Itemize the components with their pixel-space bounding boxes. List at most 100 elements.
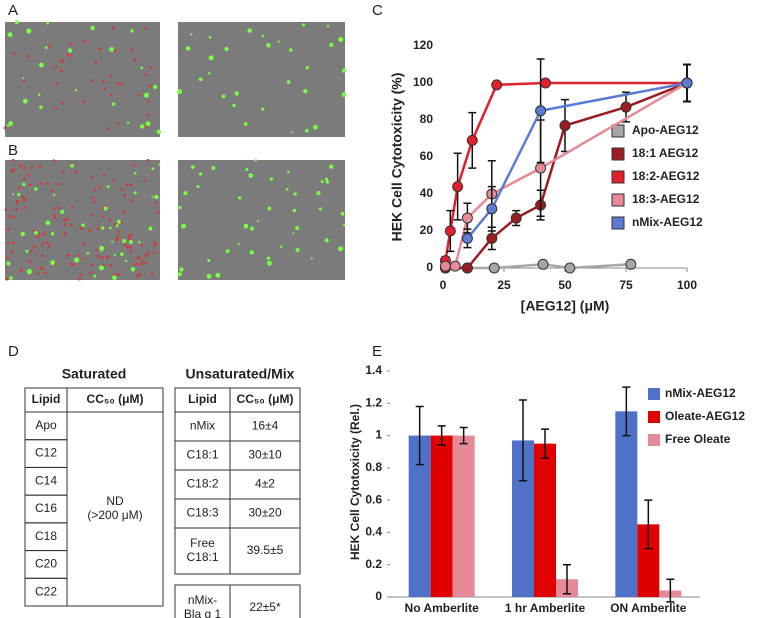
cell-dot: [129, 249, 133, 253]
y-tick-label: 1: [375, 428, 382, 442]
cell-dot: [221, 94, 226, 99]
cell-text: Free: [190, 536, 215, 550]
cell-dot: [138, 240, 141, 244]
cell-dot: [156, 211, 160, 214]
cell-dot: [136, 274, 139, 277]
cell-text: (>200 μM): [87, 508, 142, 522]
cell-dot: [66, 253, 70, 257]
cell-dot: [343, 223, 346, 227]
y-tick-label: 20: [420, 223, 434, 237]
cell-dot: [152, 244, 156, 247]
cell-dot: [111, 102, 116, 106]
cell-dot: [44, 46, 48, 49]
cell-dot: [40, 254, 44, 258]
cell-text: Lipid: [32, 392, 61, 406]
cell-dot: [22, 77, 25, 80]
legend-label: Free Oleate: [665, 432, 731, 446]
cell-dot: [181, 223, 187, 229]
y-tick-label: 40: [420, 186, 434, 200]
y-tick-label: 0.4: [365, 525, 382, 539]
cell-dot: [109, 263, 113, 267]
cell-text: 30±10: [248, 448, 282, 462]
cell-dot: [146, 251, 150, 255]
legend-label: 18:3-AEG12: [632, 192, 700, 206]
cell-dot: [144, 92, 149, 98]
cell-dot: [22, 182, 26, 187]
cell-dot: [22, 98, 28, 104]
cell-text: CC₅₀ (μM): [237, 392, 294, 406]
y-tick-label: 120: [413, 38, 433, 52]
cell-dot: [249, 250, 254, 255]
cell-dot: [93, 274, 97, 278]
cell-dot: [8, 121, 14, 126]
cell-dot: [69, 262, 73, 266]
panel-label: A: [8, 2, 18, 19]
cell-dot: [178, 205, 182, 210]
cell-dot: [36, 272, 40, 275]
data-point: [486, 232, 498, 244]
cell-dot: [45, 220, 51, 226]
micrographs: [3, 20, 347, 281]
legend-swatch: [611, 170, 625, 184]
cell-dot: [90, 79, 94, 82]
y-axis-label: HEK Cell Cytotoxicity (%): [389, 73, 405, 242]
cell-text: nMix: [190, 419, 215, 433]
cell-dot: [138, 273, 142, 277]
cell-dot: [53, 206, 56, 210]
cell-dot: [27, 173, 31, 177]
legend-swatch: [611, 216, 625, 230]
cell-dot: [10, 250, 14, 254]
cell-dot: [89, 271, 92, 274]
data-point: [461, 262, 473, 274]
cell-dot: [149, 66, 152, 69]
error-bar: [622, 386, 631, 437]
cell-dot: [5, 277, 9, 281]
cell-dot: [15, 208, 18, 211]
cell-dot: [12, 52, 16, 55]
cell-dot: [60, 69, 63, 73]
cell-text: 4±2: [255, 477, 275, 491]
cell-dot: [91, 196, 95, 200]
cell-dot: [150, 273, 154, 276]
data-point: [449, 260, 461, 272]
cell-dot: [338, 246, 344, 252]
cell-dot: [98, 185, 102, 189]
legend-label: 18:1 AEG12: [632, 146, 699, 160]
cell-dot: [177, 89, 183, 95]
cell-dot: [39, 62, 44, 68]
cell-dot: [12, 167, 16, 171]
cell-dot: [88, 229, 92, 232]
cell-dot: [83, 39, 87, 43]
cell-dot: [144, 27, 148, 30]
cell-dot: [196, 185, 200, 189]
cell-dot: [28, 260, 32, 263]
micrograph: [178, 160, 345, 280]
cell-dot: [22, 79, 26, 83]
cell-text: 22±5*: [249, 600, 281, 614]
cell-dot: [9, 276, 13, 280]
cell-dot: [96, 227, 100, 231]
cell-dot: [287, 170, 290, 174]
cell-dot: [48, 44, 52, 48]
cell-dot: [115, 224, 119, 227]
legend-label: Apo-AEG12: [632, 123, 699, 137]
cell-dot: [305, 65, 309, 70]
cell-dot: [30, 249, 34, 252]
cell-dot: [102, 80, 105, 83]
data-point: [559, 120, 571, 132]
cell-dot: [28, 183, 32, 187]
cell-dot: [208, 55, 214, 61]
cell-dot: [17, 186, 21, 190]
cell-dot: [23, 177, 26, 180]
cell-dot: [66, 53, 70, 56]
cell-dot: [154, 241, 157, 245]
cell-dot: [108, 218, 112, 222]
cell-text: CC₅₀ (μM): [87, 392, 144, 406]
cell-text: Bla g 1: [184, 607, 222, 618]
cell-text: C18:1: [186, 448, 218, 462]
x-axis-label: [AEG12] (μM): [521, 298, 610, 314]
data-point: [564, 262, 576, 274]
cell-dot: [133, 191, 137, 195]
cell-dot: [32, 229, 36, 232]
cell-dot: [60, 60, 63, 63]
